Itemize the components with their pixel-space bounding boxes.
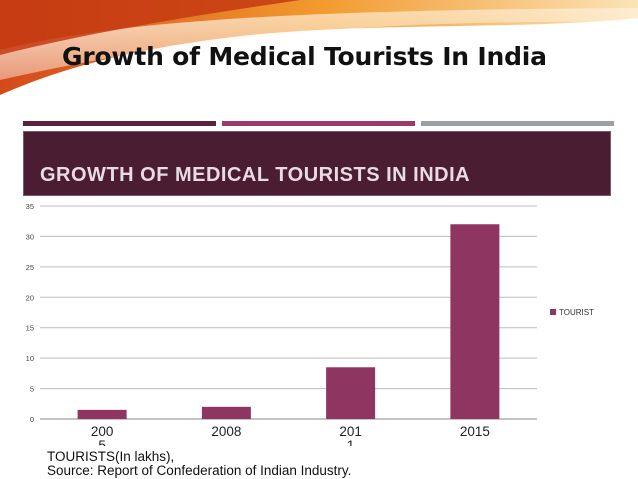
y-tick-label: 5 (30, 385, 34, 394)
deco-bar-1 (23, 121, 216, 126)
slide-title: Growth of Medical Tourists In India (62, 42, 547, 71)
legend-label: TOURIST (559, 308, 594, 317)
legend-swatch (550, 309, 556, 315)
chart-title: GROWTH OF MEDICAL TOURISTS IN INDIA (40, 164, 471, 186)
deco-bar-2 (222, 121, 415, 126)
y-tick-label: 25 (26, 263, 34, 272)
flame-decoration (0, 0, 638, 95)
chart-caption: TOURISTS(In lakhs), Source: Report of Co… (47, 450, 351, 478)
y-tick-label: 10 (26, 354, 34, 363)
y-tick-label: 0 (30, 415, 34, 424)
chart-title-banner: GROWTH OF MEDICAL TOURISTS IN INDIA (23, 131, 611, 196)
x-category-label: 200 5 (91, 424, 114, 446)
bars (77, 224, 500, 419)
caption-units: TOURISTS(In lakhs), (47, 449, 175, 464)
x-category-label: 2015 (460, 424, 490, 439)
x-axis-labels: 200 5 2008 201 1 2015 (91, 424, 490, 446)
y-tick-label: 20 (26, 293, 34, 302)
bar (326, 367, 376, 419)
caption-source: Source: Report of Confederation of India… (47, 463, 352, 478)
bar (201, 406, 251, 419)
y-axis-ticks: 0 5 10 15 20 25 30 35 (26, 202, 34, 424)
x-category-label: 2008 (211, 424, 241, 439)
deco-bar-3 (421, 121, 614, 126)
bar (77, 409, 127, 419)
bar (450, 224, 500, 419)
y-tick-label: 30 (26, 232, 34, 241)
y-tick-label: 35 (26, 202, 34, 211)
bar-chart: 0 5 10 15 20 25 30 35 200 5 2008 201 1 2015 TOURIST (26, 202, 594, 446)
legend: TOURIST (550, 308, 594, 317)
x-category-label: 201 1 (339, 424, 362, 446)
y-tick-label: 15 (26, 324, 34, 333)
